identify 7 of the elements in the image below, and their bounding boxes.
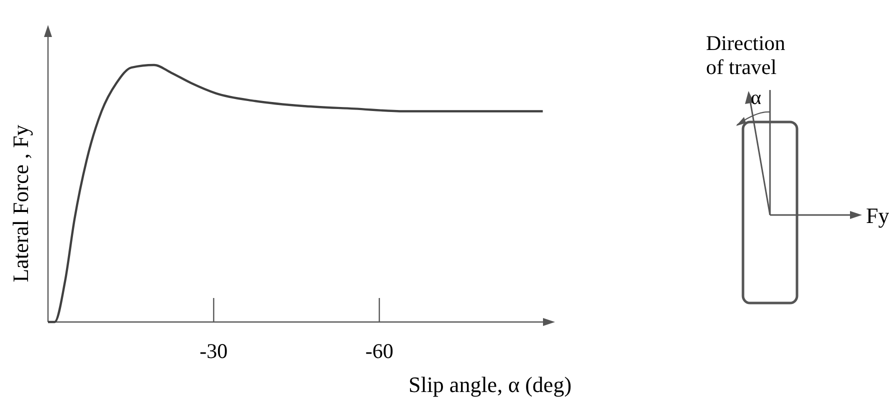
text: Fy <box>866 203 889 228</box>
text: α <box>750 87 762 109</box>
text: Direction of travel <box>706 31 786 79</box>
x-tick-label: -60 <box>365 339 394 363</box>
y-axis-title: Lateral Force , Fy <box>8 124 33 282</box>
x-tick-label: -30 <box>200 339 228 363</box>
x-axis-title: Slip angle, α (deg) <box>408 372 572 397</box>
